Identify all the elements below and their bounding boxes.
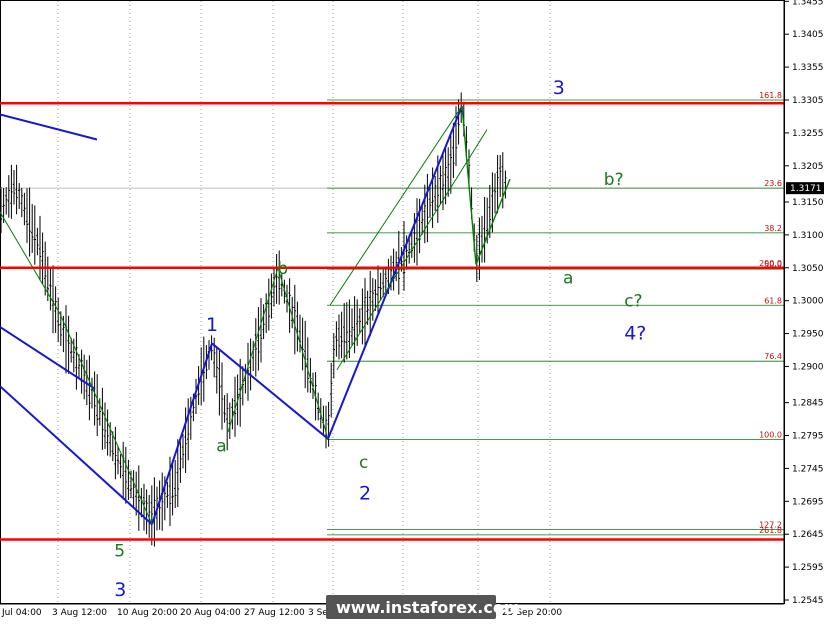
key-levels — [0, 102, 784, 541]
y-tick-label: 1.3100 — [792, 231, 824, 241]
wave-label: 3 — [553, 77, 565, 99]
wave-line — [0, 113, 98, 141]
x-tick-5: 3 Sep — [308, 608, 334, 618]
x-tick-3: 20 Aug 04:00 — [180, 608, 241, 618]
channel-line — [59, 313, 153, 525]
channel-line — [277, 267, 329, 439]
channel-line — [227, 267, 279, 433]
fib-level-label: 261.8 — [759, 526, 782, 535]
y-tick-label: 1.3050 — [792, 264, 824, 274]
channel-line — [475, 178, 511, 265]
channel-line — [461, 105, 477, 265]
watermark-text: www.instaforex.com — [336, 598, 520, 617]
fib-level-label: 38.2 — [764, 224, 782, 233]
current-price-badge: 1.3171 — [786, 182, 824, 195]
wave-label: c — [359, 453, 368, 473]
y-tick-label: 1.3405 — [792, 30, 824, 40]
plot-area — [0, 0, 785, 604]
wave-line — [327, 105, 463, 440]
x-tick-4: 27 Aug 12:00 — [244, 608, 305, 618]
channel-line — [336, 129, 488, 371]
watermark: www.instaforex.com — [326, 595, 520, 619]
y-tick-label: 1.3150 — [792, 198, 824, 208]
y-tick-label: 1.3305 — [792, 96, 824, 106]
fib-level-label: 61.8 — [764, 296, 782, 305]
x-tick-2: 10 Aug 20:00 — [117, 608, 178, 618]
wave-label: b — [277, 259, 288, 279]
x-axis: Jul 04:00 3 Aug 12:00 10 Aug 20:00 20 Au… — [0, 603, 784, 618]
fib-level-label: 161.8 — [759, 91, 782, 100]
fib-level-label: 127.2 — [759, 521, 782, 530]
y-tick-label: 1.2545 — [792, 596, 824, 606]
channel-line — [0, 211, 61, 315]
wave-label: 2 — [359, 482, 371, 504]
y-tick-label: 1.3455 — [792, 0, 824, 7]
wave-line — [151, 343, 213, 525]
wave-label: 5 — [114, 542, 125, 562]
wave-label: a — [216, 436, 226, 456]
y-tick-label: 1.3355 — [792, 63, 824, 73]
wave-line — [0, 326, 96, 390]
wave-line — [211, 342, 329, 440]
y-axis: 1.3455 1.3405 1.3355 1.3305 1.3255 1.3205 1.31… — [783, 0, 824, 606]
wave-label: 1 — [206, 314, 218, 336]
wave-label: 4? — [624, 323, 646, 345]
wave-label: 3 — [114, 579, 126, 601]
y-tick-label: 1.3255 — [792, 129, 824, 139]
fib-level-label: 200.0 — [759, 259, 782, 268]
y-tick-label: 1.2645 — [792, 530, 824, 540]
fib-level-label: 100.0 — [759, 430, 782, 439]
wave-label: c? — [624, 292, 642, 312]
wave-labels: 3 1 2 3 4? 5 a b c a b? c? — [114, 77, 646, 601]
wave-label: a — [563, 269, 573, 289]
y-tick-label: 1.3205 — [792, 162, 824, 172]
x-tick-1: 3 Aug 12:00 — [52, 608, 107, 618]
fib-level-label: 76.4 — [764, 352, 782, 361]
y-tick-label: 1.2950 — [792, 330, 824, 340]
y-tick-label: 1.3000 — [792, 297, 824, 307]
y-tick-label: 1.2900 — [792, 362, 824, 372]
y-tick-label: 1.2795 — [792, 432, 824, 442]
y-tick-label: 1.2695 — [792, 497, 824, 507]
wave-label: b? — [604, 170, 624, 190]
fib-level-label: 50.0 — [764, 260, 782, 269]
y-tick-label: 1.2745 — [792, 464, 824, 474]
wave-lines — [0, 105, 511, 526]
x-tick-0: Jul 04:00 — [1, 608, 42, 618]
wave-line — [0, 385, 153, 526]
vertical-grid — [57, 1, 551, 603]
y-tick-label: 1.2845 — [792, 399, 824, 409]
current-price-label: 1.3171 — [790, 184, 822, 194]
x-tick-6: 25 Sep 20:00 — [502, 608, 562, 618]
channel-line — [329, 105, 463, 306]
y-tick-label: 1.2595 — [792, 563, 824, 573]
fib-level-label: 23.6 — [764, 179, 782, 188]
